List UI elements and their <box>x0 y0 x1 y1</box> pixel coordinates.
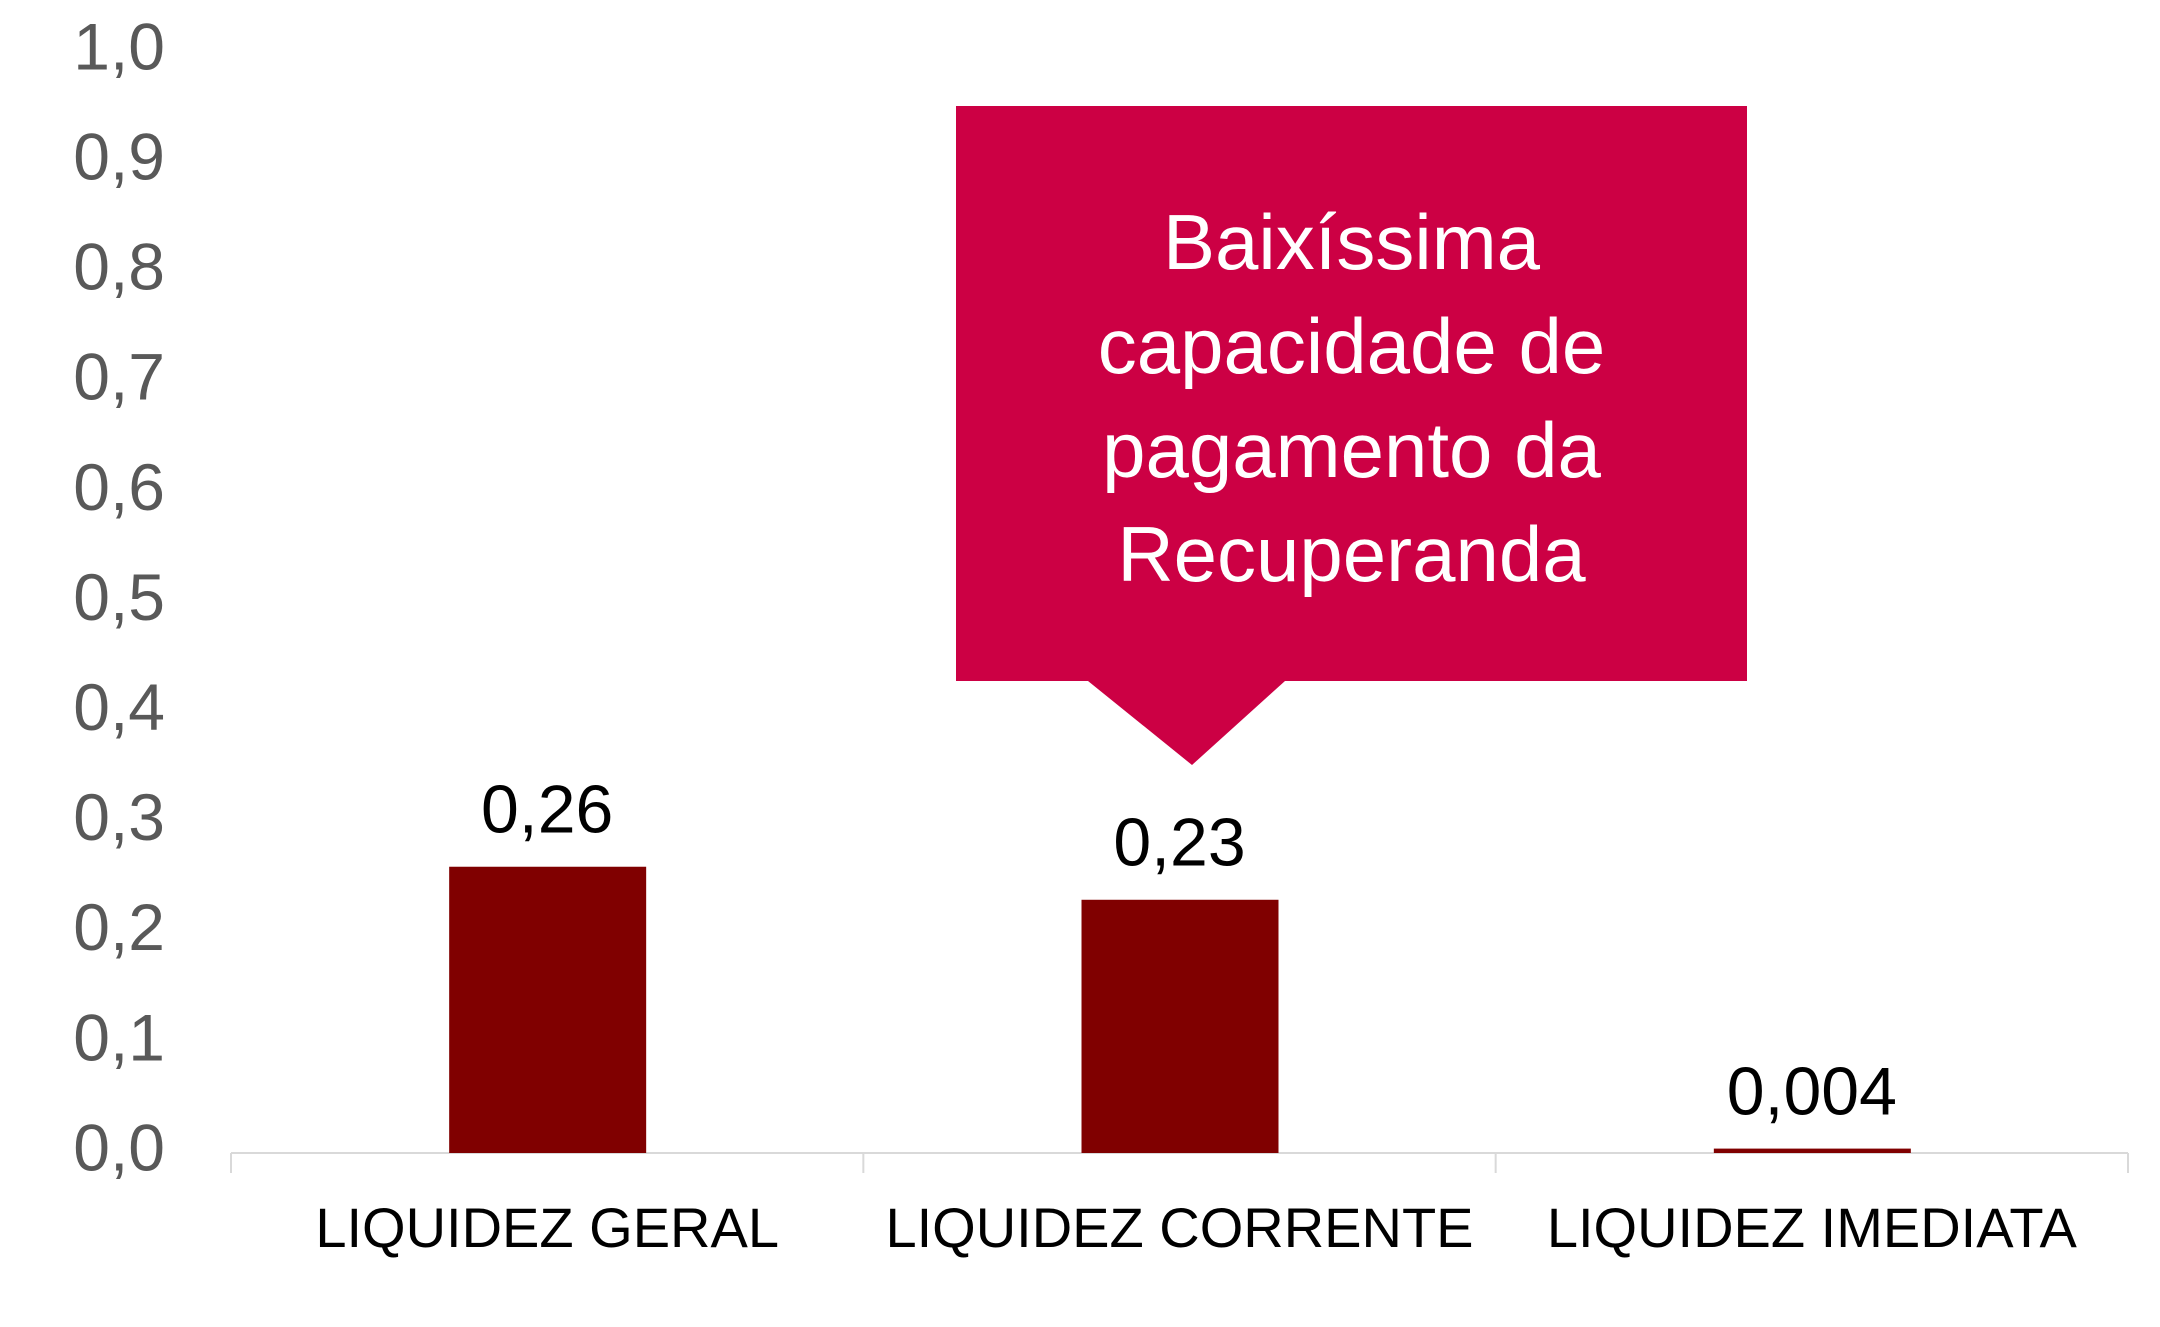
x-tick-label: LIQUIDEZ IMEDIATA <box>1546 1196 2077 1259</box>
y-tick-label: 0,0 <box>73 1110 165 1184</box>
value-label: 0,26 <box>481 772 613 848</box>
y-tick-label: 0,7 <box>73 340 165 414</box>
y-tick-label: 0,9 <box>73 120 165 194</box>
value-label: 0,23 <box>1113 805 1245 881</box>
bar <box>1713 1148 1911 1153</box>
x-tick-label: LIQUIDEZ GERAL <box>315 1196 779 1259</box>
y-tick-label: 0,5 <box>73 560 165 634</box>
value-label: 0,004 <box>1727 1054 1897 1130</box>
callout <box>956 106 1747 765</box>
bar <box>1081 899 1279 1153</box>
y-tick-label: 0,8 <box>73 230 165 304</box>
x-tick-label: LIQUIDEZ CORRENTE <box>885 1196 1474 1259</box>
y-tick-label: 0,3 <box>73 780 165 854</box>
y-tick-label: 0,1 <box>73 1000 165 1074</box>
bar <box>449 866 647 1153</box>
annotation: Baixíssima capacidade de pagamento da Re… <box>1097 198 1606 598</box>
y-tick-label: 1,0 <box>73 9 165 83</box>
y-tick-label: 0,4 <box>73 670 165 744</box>
y-tick-label: 0,2 <box>73 890 165 964</box>
y-tick-label: 0,6 <box>73 450 165 524</box>
